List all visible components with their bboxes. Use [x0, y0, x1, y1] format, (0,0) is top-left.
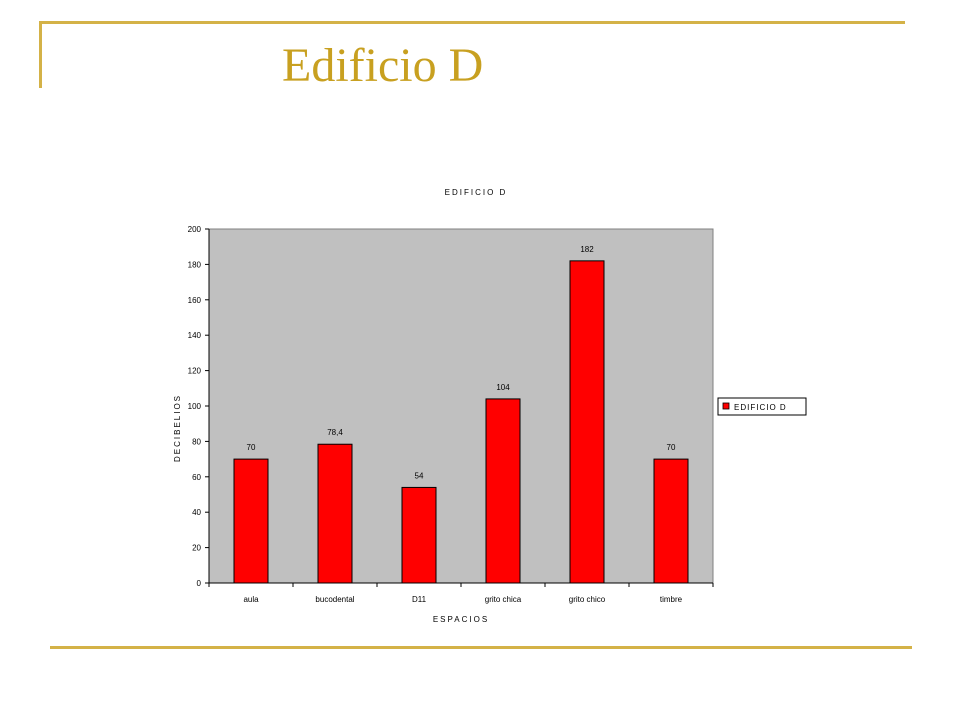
x-tick-label: bucodental — [315, 595, 354, 604]
legend-box — [717, 397, 807, 416]
y-axis: 0 20 40 60 80 100 120 140 160 180 200 — [188, 225, 210, 588]
data-label: 78,4 — [327, 428, 343, 437]
x-tick-label: grito chica — [485, 595, 522, 604]
x-tick-label: aula — [243, 595, 259, 604]
slide-accent-vertical-rule — [39, 22, 42, 88]
y-tick-label: 140 — [188, 331, 202, 340]
legend-swatch — [722, 402, 730, 410]
y-tick-label: 80 — [192, 437, 201, 446]
y-tick-label: 40 — [192, 508, 201, 517]
slide-title: Edificio D — [282, 39, 484, 92]
x-tick-label: grito chico — [569, 595, 606, 604]
bar — [233, 458, 269, 584]
data-label: 70 — [667, 443, 676, 452]
y-tick-label: 160 — [188, 296, 202, 305]
bar — [401, 486, 437, 584]
data-label: 104 — [496, 383, 510, 392]
chart-title: EDIFICIO D — [445, 188, 508, 197]
bar — [317, 443, 353, 584]
y-axis-label: DECIBELIOS — [173, 394, 182, 462]
x-axis-label: ESPACIOS — [433, 615, 489, 624]
bar — [569, 260, 605, 584]
y-tick-label: 200 — [188, 225, 202, 234]
y-tick-label: 60 — [192, 473, 201, 482]
x-tick-label: timbre — [660, 595, 683, 604]
x-axis: aula bucodental D11 grito chica grito chico t… — [208, 582, 714, 604]
x-tick-label: D11 — [412, 595, 427, 604]
legend-label: EDIFICIO D — [734, 403, 787, 412]
y-tick-label: 100 — [188, 402, 202, 411]
bar — [485, 398, 521, 584]
plot-area — [208, 228, 714, 584]
data-label: 54 — [415, 471, 424, 480]
data-label: 182 — [580, 245, 594, 254]
bar-series: 70 78,4 54 104 182 70 — [233, 245, 689, 584]
slide-accent-top-rule — [39, 21, 905, 24]
bar — [653, 458, 689, 584]
y-tick-label: 180 — [188, 260, 202, 269]
y-tick-label: 0 — [197, 579, 202, 588]
slide-accent-bottom-rule — [50, 646, 912, 649]
legend: EDIFICIO D — [717, 397, 807, 416]
y-tick-label: 120 — [188, 367, 202, 376]
data-label: 70 — [247, 443, 256, 452]
y-tick-label: 20 — [192, 544, 201, 553]
